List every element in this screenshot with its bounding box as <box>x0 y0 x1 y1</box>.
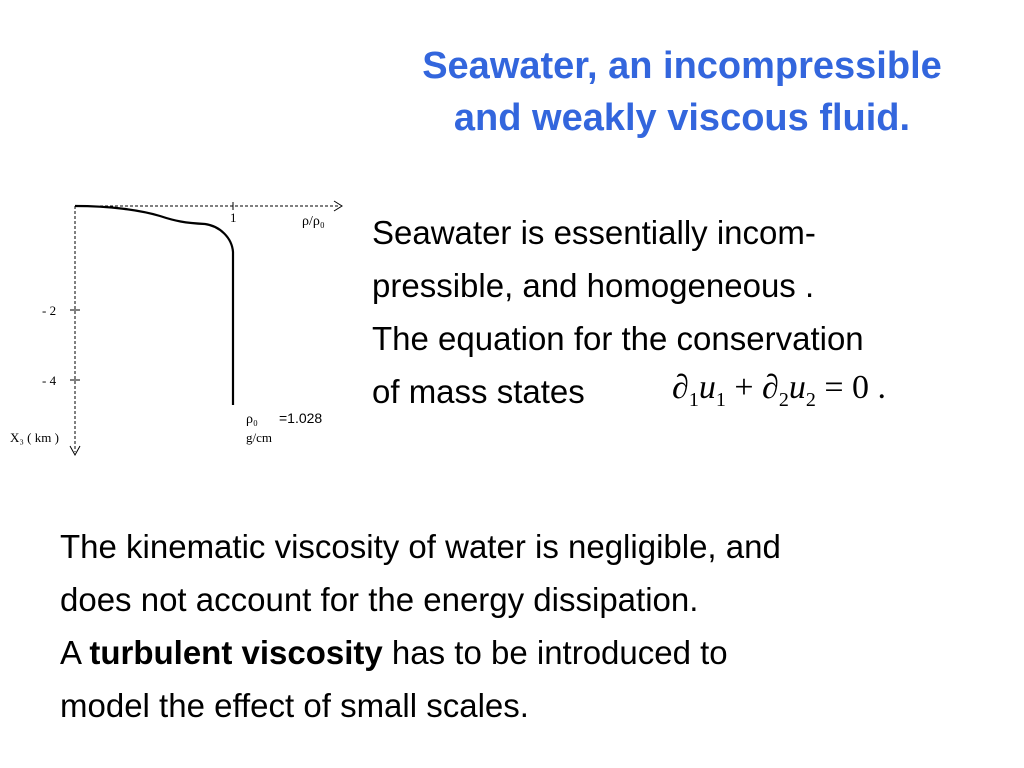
partial-2-sub: 2 <box>778 389 789 411</box>
body-paragraph: The kinematic viscosity of water is negl… <box>60 520 1010 732</box>
partial-2: ∂ <box>762 369 779 406</box>
u-2: u <box>788 369 806 406</box>
x-tick-label: 1 <box>230 210 237 225</box>
u-1-sub: 1 <box>715 389 726 411</box>
intro-paragraph: Seawater is essentially incom- pressible… <box>372 206 1012 418</box>
body-line-3: A turbulent viscosity has to be introduc… <box>60 626 1010 679</box>
rho0-value: =1.028 <box>279 410 322 426</box>
y-tick-label-minus2: - 2 <box>42 303 56 318</box>
title-line-1: Seawater, an incompressible <box>422 45 942 87</box>
partial-1: ∂ <box>672 369 689 406</box>
rho0-unit: g/cm <box>246 430 272 445</box>
body-line-3-suffix: has to be introduced to <box>382 634 728 671</box>
equals-zero: = 0 . <box>815 369 886 406</box>
y-axis-arrow-icon <box>69 445 81 457</box>
title-line-2: and weakly viscous fluid. <box>453 97 911 139</box>
intro-line-4: of mass states <box>372 373 585 410</box>
body-line-4: model the effect of small scales. <box>60 687 529 724</box>
intro-line-1: Seawater is essentially incom- <box>372 214 816 251</box>
body-line-3-prefix: A <box>60 634 90 671</box>
y-axis-label: X₃ ( km ) <box>10 430 59 445</box>
plus-sign: + <box>725 369 762 406</box>
u-1: u <box>698 369 716 406</box>
density-curve <box>74 204 235 405</box>
partial-1-sub: 1 <box>688 389 699 411</box>
body-line-1: The kinematic viscosity of water is negl… <box>60 528 781 565</box>
slide-title: Seawater, an incompressible and weakly v… <box>372 40 992 144</box>
density-profile-diagram: 1 ρ/ρ₀ - 2 - 4 X₃ ( km ) ρ₀ =1.028 g/cm <box>10 200 343 457</box>
body-line-2: does not account for the energy dissipat… <box>60 581 699 618</box>
intro-line-2: pressible, and homogeneous . <box>372 267 815 304</box>
rho0-label: ρ₀ <box>246 412 258 427</box>
y-tick-label-minus4: - 4 <box>42 373 57 388</box>
x-axis-label: ρ/ρ₀ <box>302 214 325 229</box>
turbulent-viscosity-term: turbulent viscosity <box>89 634 383 671</box>
mass-conservation-equation: ∂1u1 + ∂2u2 = 0 . <box>672 369 886 412</box>
intro-line-3: The equation for the conservation <box>372 320 864 357</box>
u-2-sub: 2 <box>805 389 816 411</box>
x-axis-arrow-icon <box>333 200 343 212</box>
